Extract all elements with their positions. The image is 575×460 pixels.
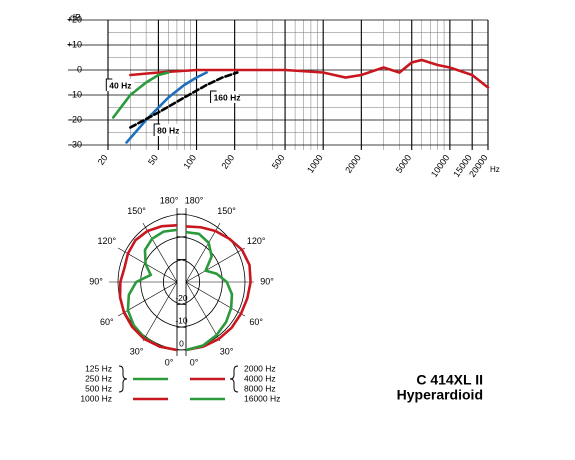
x-tick-label: 2000 (343, 153, 363, 175)
x-tick-label: 1000 (305, 153, 325, 175)
x-tick-label: 200 (219, 153, 236, 171)
angle-label: 60° (100, 317, 114, 327)
model-name: C 414XL II (416, 372, 483, 388)
polar-curve (185, 225, 252, 352)
polar-spoke (185, 247, 246, 283)
polar-spoke (185, 222, 221, 283)
angle-label: 90° (260, 276, 274, 286)
pattern-name: Hyperardioid (397, 387, 483, 403)
r-tick-label: -10 (175, 316, 188, 326)
annotation-box (106, 79, 135, 91)
r-tick-label: -20 (175, 293, 188, 303)
annotation-box (154, 124, 183, 136)
response-curve (111, 71, 170, 119)
polar-spoke (142, 281, 178, 342)
polar-curve (185, 230, 234, 352)
x-tick-label: 10000 (429, 153, 452, 179)
angle-label: 30° (220, 347, 234, 357)
y-tick-label: +20 (67, 14, 82, 24)
response-curve (129, 71, 239, 129)
legend-label: 16000 Hz (244, 393, 280, 403)
angle-label: 30° (130, 347, 144, 357)
response-curve (129, 58, 490, 89)
angle-label: 60° (249, 317, 263, 327)
angle-label: 90° (89, 276, 103, 286)
angle-label: 150° (127, 206, 146, 216)
x-unit-label: Hz (490, 165, 500, 174)
polar-ring (162, 258, 187, 306)
angle-label: 0° (190, 357, 199, 367)
angle-label: 120° (247, 236, 266, 246)
r-tick-label: 0 (179, 338, 184, 348)
annotation-bracket (153, 123, 161, 136)
legend-label: 1000 Hz (80, 393, 112, 403)
annotation-box (210, 91, 239, 103)
y-tick-label: -20 (69, 114, 82, 124)
polar-spoke (142, 222, 178, 283)
angle-label: 150° (217, 206, 236, 216)
y-tick-label: -30 (69, 139, 82, 149)
annotation: 160 Hz (214, 92, 241, 102)
polar-ring (140, 236, 187, 328)
y-axis-label: dB (70, 12, 81, 22)
x-tick-label: 20 (96, 153, 110, 167)
legend-label: 2000 Hz (244, 363, 276, 373)
x-tick-label: 500 (270, 153, 287, 171)
polar-spoke (185, 281, 221, 342)
angle-label: 0° (165, 357, 174, 367)
legend-label: 500 Hz (85, 383, 112, 393)
annotation-bracket (105, 78, 113, 91)
polar-spoke (185, 281, 246, 317)
polar-curve (126, 228, 178, 352)
polar-ring (117, 213, 187, 351)
angle-label: 180° (160, 195, 179, 205)
y-tick-label: 0 (77, 64, 82, 74)
polar-curve (118, 224, 178, 352)
brace-left (118, 365, 128, 393)
angle-label: 120° (98, 236, 117, 246)
annotation: 40 Hz (109, 80, 131, 90)
y-tick-label: -10 (69, 89, 82, 99)
annotation: 80 Hz (157, 125, 179, 135)
x-tick-label: 50 (146, 153, 160, 167)
x-tick-label: 100 (181, 153, 198, 171)
legend-label: 125 Hz (85, 363, 112, 373)
angle-label: 180° (185, 195, 204, 205)
y-tick-label: +10 (67, 39, 82, 49)
legend-label: 4000 Hz (244, 373, 276, 383)
legend-label: 8000 Hz (244, 383, 276, 393)
response-curve (125, 71, 208, 144)
legend-label: 250 Hz (85, 373, 112, 383)
annotation-bracket (210, 90, 217, 103)
x-tick-label: 5000 (394, 153, 414, 175)
brace-right (229, 365, 239, 393)
